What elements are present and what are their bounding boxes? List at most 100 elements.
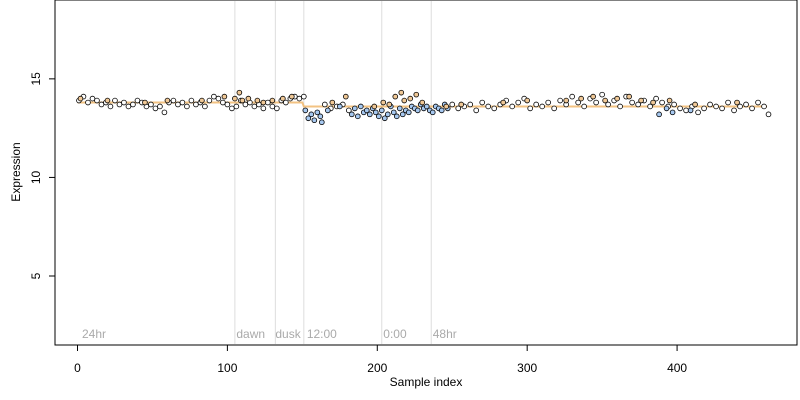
y-axis: 5 10 15: [29, 72, 56, 279]
data-point: [89, 95, 96, 102]
data-point: [224, 101, 231, 108]
data-point: [438, 107, 445, 114]
data-point: [423, 103, 430, 110]
data-point: [164, 97, 171, 104]
data-point: [112, 97, 118, 104]
data-point: [274, 105, 280, 112]
data-point: [614, 95, 620, 102]
data-point: [455, 105, 462, 112]
annotation-label: dawn: [236, 327, 265, 341]
data-point: [725, 99, 731, 106]
data-point: [302, 107, 309, 114]
data-point: [251, 103, 258, 110]
data-point: [666, 97, 673, 104]
data-point: [635, 101, 641, 108]
data-point: [107, 103, 114, 110]
data-point: [314, 109, 321, 116]
data-point: [239, 97, 246, 104]
y-tick-label: 10: [29, 170, 43, 184]
data-point: [325, 107, 331, 114]
data-point: [85, 99, 91, 106]
data-point: [260, 105, 267, 112]
data-point: [317, 113, 324, 120]
data-point: [351, 105, 358, 112]
data-point: [170, 97, 177, 104]
data-point: [743, 101, 749, 108]
data-point: [749, 105, 755, 112]
data-point: [593, 99, 599, 106]
data-point: [242, 101, 249, 108]
x-tick-label: 300: [517, 361, 537, 375]
data-point: [737, 103, 743, 110]
data-point: [296, 95, 303, 102]
data-point: [765, 111, 772, 118]
annotation-label: dusk: [275, 327, 301, 341]
data-point: [398, 89, 405, 96]
data-point: [563, 97, 569, 104]
data-point: [343, 93, 349, 100]
data-point: [199, 97, 205, 104]
x-tick-label: 400: [667, 361, 687, 375]
data-point: [221, 93, 228, 100]
data-point: [308, 111, 315, 118]
data-point: [245, 95, 252, 102]
data-point: [375, 113, 382, 120]
annotation-label: 48hr: [433, 327, 457, 341]
data-point: [491, 105, 498, 112]
data-point: [602, 97, 608, 104]
data-point: [443, 103, 450, 110]
data-point: [77, 95, 84, 102]
data-point: [683, 107, 689, 114]
data-point: [354, 113, 361, 120]
data-point: [605, 101, 611, 108]
data-point: [557, 97, 563, 104]
data-point: [384, 111, 391, 118]
data-point: [152, 105, 159, 112]
data-point: [647, 103, 653, 110]
data-point: [134, 97, 141, 104]
data-point: [161, 109, 168, 116]
annotation-label: 0:00: [383, 327, 407, 341]
data-point: [467, 101, 474, 108]
data-point: [337, 103, 343, 110]
data-point: [734, 99, 740, 106]
data-point: [269, 103, 276, 110]
data-point: [233, 103, 240, 110]
data-point: [206, 97, 213, 104]
data-point: [500, 99, 506, 106]
data-point: [142, 99, 148, 106]
x-tick-label: 0: [74, 361, 81, 375]
plot-frame: [54, 0, 798, 346]
data-point: [449, 101, 456, 108]
data-point: [414, 107, 421, 114]
y-tick-label: 5: [29, 272, 43, 279]
data-point: [638, 97, 644, 104]
data-point: [175, 101, 181, 108]
data-point: [755, 99, 761, 106]
data-point: [719, 105, 725, 112]
data-point: [485, 103, 492, 110]
y-axis-label: Expression: [9, 142, 23, 201]
data-point: [626, 93, 632, 100]
data-point: [653, 95, 659, 102]
data-point: [229, 105, 235, 112]
data-point: [319, 119, 325, 126]
data-point: [599, 91, 605, 98]
data-point: [458, 101, 465, 108]
data-point: [148, 101, 154, 108]
data-point: [380, 99, 387, 106]
data-point: [157, 103, 163, 110]
data-point: [401, 97, 408, 104]
data-point: [590, 93, 596, 100]
data-point: [311, 117, 318, 124]
data-point: [629, 99, 635, 106]
data-point: [184, 103, 190, 110]
data-point: [94, 97, 100, 104]
data-point: [130, 101, 136, 108]
data-point: [202, 103, 208, 110]
x-axis: 0 100 200 300 400: [74, 344, 687, 375]
data-points: [76, 89, 772, 126]
data-point: [283, 99, 289, 106]
data-point: [479, 99, 486, 106]
data-point: [524, 97, 530, 104]
